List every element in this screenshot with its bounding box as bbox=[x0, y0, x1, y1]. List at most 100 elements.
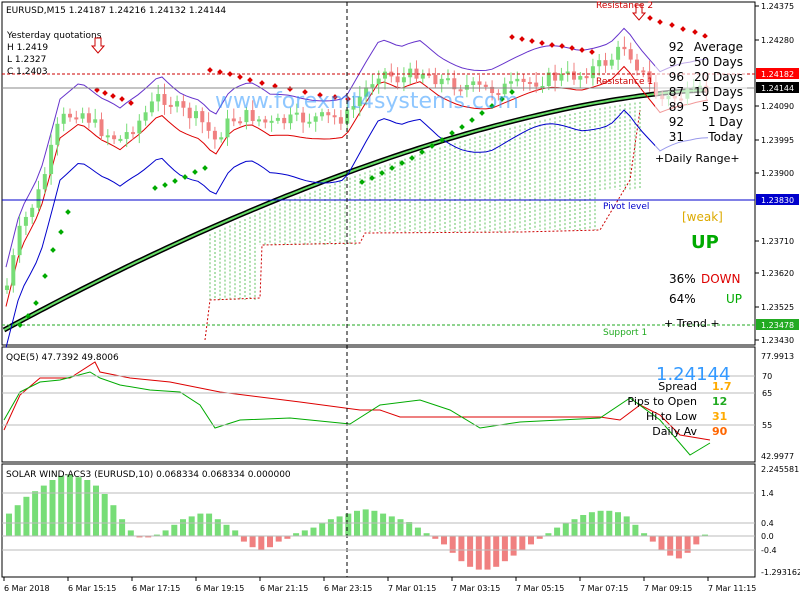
price-tag-label: 1.24144 bbox=[761, 84, 794, 93]
candle-body bbox=[578, 76, 583, 80]
trend-strength: [weak] bbox=[682, 210, 723, 224]
candle-body bbox=[401, 77, 406, 83]
candle-body bbox=[301, 112, 306, 123]
solar-histogram-bar bbox=[336, 516, 343, 536]
candle-body bbox=[313, 116, 318, 122]
price-tag-bg bbox=[756, 319, 799, 330]
qqe-header: QQE(5) 47.7392 49.8006 bbox=[6, 353, 119, 363]
solar-histogram-bar bbox=[275, 536, 282, 542]
time-tick-label: 6 Mar 19:15 bbox=[196, 584, 244, 593]
price-tag-bg bbox=[756, 68, 799, 79]
candle-body bbox=[257, 119, 261, 122]
range-value: 87 bbox=[669, 85, 684, 99]
price-tag-label: 1.23830 bbox=[761, 196, 794, 205]
candle-body bbox=[55, 123, 60, 145]
solar-axis-label: -1.293162 bbox=[761, 568, 800, 577]
parabolic-dot-buy bbox=[389, 165, 395, 171]
candle-body bbox=[389, 71, 394, 77]
candle-body bbox=[471, 81, 476, 85]
range-label: 1 Day bbox=[708, 115, 743, 129]
parabolic-dot-sell bbox=[692, 29, 698, 35]
candle-body bbox=[496, 93, 501, 96]
parabolic-dot-sell bbox=[669, 22, 675, 28]
range-label: 20 Days bbox=[694, 70, 743, 84]
qqe-info-value: 90 bbox=[712, 425, 728, 438]
candle-body bbox=[124, 132, 129, 139]
time-tick-label: 7 Mar 07:15 bbox=[580, 584, 628, 593]
solar-histogram-bar bbox=[562, 523, 569, 536]
parabolic-dot-sell bbox=[247, 77, 253, 83]
candle-body bbox=[502, 83, 507, 95]
price-axis[interactable]: 1.24375 1.24280 1.24090 1.23995 1.23900 1.237… bbox=[755, 2, 794, 345]
range-value: 92 bbox=[669, 115, 684, 129]
lower-channel-line bbox=[5, 109, 709, 348]
candle-body bbox=[590, 66, 595, 79]
price-tick-label: 1.24090 bbox=[761, 102, 794, 111]
solar-histogram-bar bbox=[110, 505, 117, 536]
candle-body bbox=[320, 112, 324, 117]
candle-body bbox=[143, 112, 148, 121]
candle-body bbox=[156, 94, 161, 102]
main-chart-panel[interactable] bbox=[1, 1, 756, 346]
time-tick-label: 6 Mar 17:15 bbox=[132, 584, 180, 593]
parabolic-dot-sell bbox=[317, 92, 323, 98]
solar-histogram-bar bbox=[127, 530, 134, 536]
candle-body bbox=[30, 207, 35, 217]
candle-body bbox=[572, 71, 576, 80]
solar-histogram-bar bbox=[467, 536, 474, 567]
parabolic-dot-sell bbox=[569, 45, 575, 51]
price-tick-label: 1.23620 bbox=[761, 269, 794, 278]
candle-body bbox=[212, 130, 217, 140]
parabolic-dot-buy bbox=[192, 169, 198, 175]
qqe-panel[interactable] bbox=[1, 346, 756, 463]
candle-body bbox=[546, 72, 551, 86]
parabolic-dot-buy bbox=[509, 89, 515, 95]
solar-histogram-bar bbox=[284, 536, 291, 539]
daily-range-box: 92 Average 97 50 Days 96 20 Days 87 10 Days 89 5 … bbox=[655, 38, 747, 166]
candle-body bbox=[294, 112, 299, 115]
candle-body bbox=[181, 101, 186, 108]
parabolic-dot-buy bbox=[459, 124, 465, 130]
candle-body bbox=[326, 112, 331, 116]
qqe-info-value: 12 bbox=[712, 395, 727, 408]
price-tag-label: 1.24182 bbox=[761, 70, 794, 79]
price-tick-label: 1.24375 bbox=[761, 2, 794, 11]
candle-body bbox=[509, 81, 513, 84]
parabolic-dot-sell bbox=[259, 80, 265, 86]
candle-body bbox=[364, 87, 369, 97]
parabolic-dot-sell bbox=[549, 42, 555, 48]
solar-histogram-bar bbox=[667, 536, 674, 556]
solar-histogram-bar bbox=[449, 536, 456, 553]
candle-body bbox=[559, 73, 564, 81]
solar-histogram-bar bbox=[40, 485, 47, 536]
candle-body bbox=[395, 76, 400, 83]
parabolic-dot-sell bbox=[237, 74, 243, 80]
range-label: 50 Days bbox=[694, 55, 743, 69]
solar-histogram-bar bbox=[223, 524, 230, 536]
candle-body bbox=[61, 113, 66, 124]
parabolic-dot-sell bbox=[332, 94, 338, 100]
time-axis[interactable]: 6 Mar 2018 6 Mar 15:15 6 Mar 17:15 6 Mar 19… bbox=[3, 577, 756, 593]
parabolic-dot-buy bbox=[399, 160, 405, 166]
parabolic-dot-buy bbox=[172, 178, 178, 184]
qqe-axis-label: 70 bbox=[762, 372, 772, 381]
time-tick-label: 7 Mar 05:15 bbox=[516, 584, 564, 593]
candle-body bbox=[370, 84, 375, 88]
parabolic-dot-sell bbox=[647, 15, 653, 21]
range-value: 97 bbox=[669, 55, 684, 69]
candle-body bbox=[269, 120, 274, 123]
solar-histogram-bar bbox=[458, 536, 465, 562]
trend-up-pct: 64% bbox=[669, 292, 696, 306]
yesterday-title: Yesterday quotations bbox=[6, 31, 102, 41]
candle-body bbox=[464, 84, 469, 90]
qqe-info-value: 1.7 bbox=[712, 380, 732, 393]
trend-footer: + Trend + bbox=[664, 317, 720, 330]
candle-body bbox=[521, 78, 526, 82]
candle-body bbox=[446, 78, 450, 81]
time-tick-label: 7 Mar 09:15 bbox=[644, 584, 692, 593]
parabolic-dot-buy bbox=[25, 313, 31, 319]
parabolic-dot-buy bbox=[499, 96, 505, 102]
candle-body bbox=[194, 111, 198, 119]
resistance2-label: Resistance 2 bbox=[596, 1, 653, 11]
